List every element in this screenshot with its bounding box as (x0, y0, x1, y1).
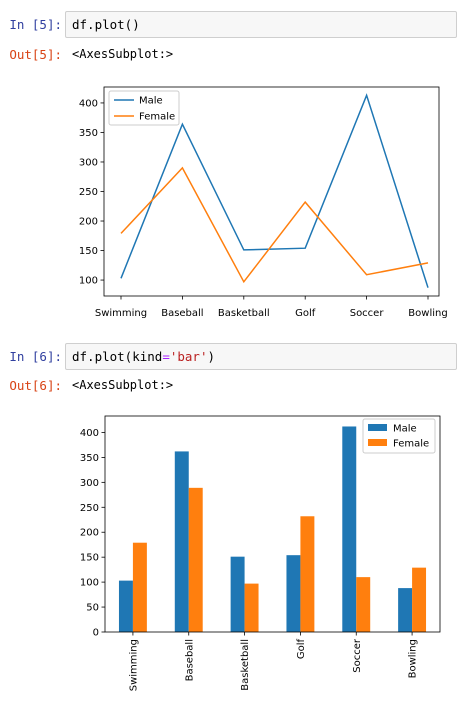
code-segment: df.plot() (72, 17, 140, 32)
y-tick-label: 200 (80, 528, 99, 539)
bar-male (174, 451, 189, 632)
y-tick-label: 350 (80, 453, 99, 464)
legend-label: Female (139, 112, 175, 123)
code-cell-6[interactable]: df.plot(kind='bar') (65, 343, 457, 370)
x-tick-label: Swimming (95, 308, 147, 319)
output-text-6: <AxesSubplot:> (72, 378, 174, 392)
out-prompt-5: Out[5]: (9, 47, 62, 62)
x-tick-label: Bowling (408, 308, 447, 319)
bar-male (286, 555, 301, 632)
x-tick-label: Basketball (240, 639, 251, 691)
bar-female (132, 542, 147, 632)
y-tick-label: 300 (80, 478, 99, 489)
out-prompt-6: Out[6]: (9, 378, 62, 393)
code-text: df.plot() (72, 17, 140, 32)
legend-label: Male (139, 96, 163, 107)
in-prompt-5: In [5]: (9, 17, 62, 32)
x-tick-label: Bowling (408, 639, 419, 678)
bar-female (412, 567, 427, 632)
y-tick-label: 250 (80, 503, 99, 514)
legend-swatch (368, 424, 387, 431)
series-line-female (120, 166, 429, 284)
code-string: 'bar' (169, 349, 208, 364)
x-tick-label: Baseball (184, 639, 195, 681)
code-text: df.plot(kind='bar') (72, 349, 215, 364)
y-tick-label: 100 (80, 578, 99, 589)
bar-female (244, 583, 259, 632)
y-tick-label: 200 (79, 217, 98, 228)
y-tick-label: 100 (79, 276, 98, 287)
bar-female (188, 487, 203, 632)
code-segment: df.plot(kind (72, 349, 163, 364)
x-tick-label: Baseball (161, 308, 203, 319)
y-tick-label: 400 (79, 98, 98, 109)
x-tick-label: Golf (295, 308, 316, 319)
legend-swatch (368, 439, 387, 446)
y-tick-label: 50 (86, 603, 99, 614)
bar-female (356, 577, 371, 632)
bar-male (398, 588, 413, 632)
bar-male (230, 556, 245, 632)
legend-label: Female (393, 439, 429, 450)
code-operator: = (162, 349, 170, 364)
y-tick-label: 400 (80, 428, 99, 439)
plot-frame (104, 415, 441, 633)
in-prompt-6: In [6]: (9, 349, 62, 364)
y-tick-label: 150 (80, 553, 99, 564)
y-tick-label: 250 (79, 187, 98, 198)
x-tick-label: Soccer (352, 638, 363, 673)
output-text-5: <AxesSubplot:> (72, 47, 174, 61)
bar-male (118, 580, 133, 632)
code-segment: ) (207, 349, 216, 364)
series-line-male (120, 93, 429, 288)
legend-label: Male (393, 424, 417, 435)
bar-female (300, 516, 315, 632)
line-chart: 100 150 200 250 300 350 400 Swimming Baseball Bas… (79, 86, 448, 319)
bar-male (342, 426, 357, 632)
x-tick-label: Soccer (350, 308, 385, 319)
y-tick-label: 350 (79, 128, 98, 139)
y-tick-label: 0 (93, 628, 99, 639)
y-tick-label: 300 (79, 157, 98, 168)
x-tick-label: Basketball (218, 308, 270, 319)
y-tick-label: 150 (79, 246, 98, 257)
x-tick-label: Golf (296, 639, 307, 660)
x-tick-label: Swimming (128, 639, 139, 691)
